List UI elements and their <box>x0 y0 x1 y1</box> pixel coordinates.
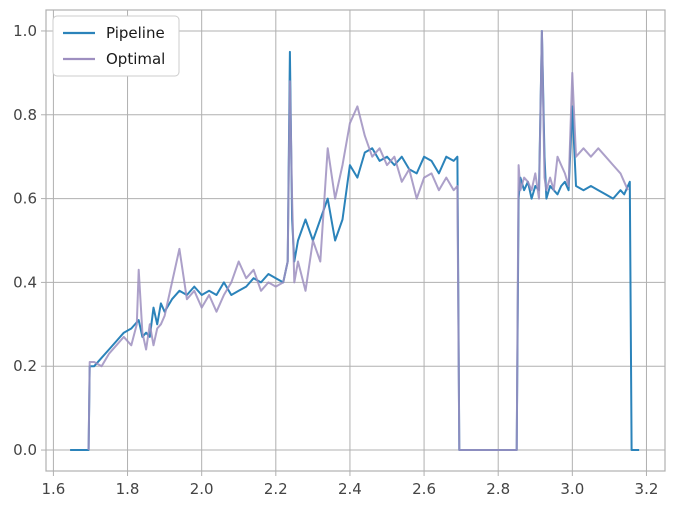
series-layer <box>70 30 640 451</box>
x-tick-label: 2.6 <box>412 480 436 498</box>
x-axis-ticks: 1.6 1.8 2.0 2.2 2.4 2.6 2.8 3.0 3.2 <box>41 471 658 498</box>
legend: Pipeline Optimal <box>52 15 180 77</box>
y-tick-label: 0.4 <box>13 273 37 291</box>
y-tick-label: 0.0 <box>13 441 37 459</box>
x-tick-label: 2.8 <box>486 480 510 498</box>
x-tick-label: 2.0 <box>190 480 214 498</box>
y-tick-label: 0.2 <box>13 357 37 375</box>
y-tick-label: 0.6 <box>13 190 37 208</box>
legend-label-pipeline: Pipeline <box>106 24 165 42</box>
x-tick-label: 3.0 <box>560 480 584 498</box>
legend-box <box>52 15 180 77</box>
y-tick-label: 1.0 <box>13 22 37 40</box>
series-line-optimal <box>87 30 629 451</box>
y-axis-ticks: 0.0 0.2 0.4 0.6 0.8 1.0 <box>13 22 46 459</box>
x-tick-label: 1.6 <box>41 480 65 498</box>
x-tick-label: 2.2 <box>264 480 288 498</box>
x-tick-label: 2.4 <box>338 480 362 498</box>
y-tick-label: 0.8 <box>13 106 37 124</box>
x-tick-label: 1.8 <box>116 480 140 498</box>
plot-frame <box>45 9 666 472</box>
legend-label-optimal: Optimal <box>106 50 165 68</box>
series-line-pipeline <box>70 30 640 451</box>
x-tick-label: 3.2 <box>635 480 659 498</box>
